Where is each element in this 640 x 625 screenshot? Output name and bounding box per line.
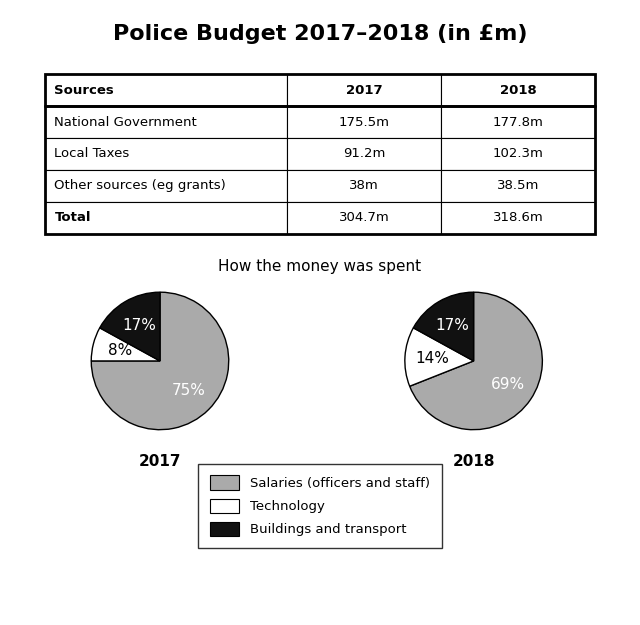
Bar [441,106,595,138]
Bar [287,170,441,202]
Text: Local Taxes: Local Taxes [54,148,130,161]
Text: 304.7m: 304.7m [339,211,389,224]
Text: Police Budget 2017–2018 (in £m): Police Budget 2017–2018 (in £m) [113,24,527,44]
Bar [287,202,441,234]
Text: 8%: 8% [108,343,132,358]
Bar [45,74,287,106]
Bar [287,138,441,170]
Text: 175.5m: 175.5m [339,116,390,129]
Text: 75%: 75% [172,382,206,398]
Text: 2018: 2018 [500,84,536,97]
Wedge shape [405,328,474,386]
Text: 38.5m: 38.5m [497,179,540,192]
Text: 38m: 38m [349,179,379,192]
Bar [287,106,441,138]
Bar [45,106,287,138]
Bar [45,170,287,202]
Text: 17%: 17% [436,318,470,333]
Text: How the money was spent: How the money was spent [218,259,422,274]
Wedge shape [413,292,474,361]
Text: 91.2m: 91.2m [343,148,385,161]
Bar [441,202,595,234]
Bar [441,138,595,170]
Text: Sources: Sources [54,84,114,97]
Bar [287,74,441,106]
Text: 2018: 2018 [452,454,495,469]
Bar [45,74,595,234]
Text: Other sources (eg grants): Other sources (eg grants) [54,179,226,192]
Legend: Salaries (officers and staff), Technology, Buildings and transport: Salaries (officers and staff), Technolog… [198,464,442,548]
Text: Total: Total [54,211,91,224]
Text: 2017: 2017 [346,84,382,97]
Bar [441,170,595,202]
Text: 318.6m: 318.6m [493,211,543,224]
Text: 177.8m: 177.8m [493,116,543,129]
Text: 69%: 69% [491,377,525,392]
Text: 2017: 2017 [139,454,181,469]
Wedge shape [410,292,542,429]
Text: National Government: National Government [54,116,197,129]
Text: 17%: 17% [122,318,156,333]
Bar [45,202,287,234]
Bar [441,74,595,106]
Wedge shape [100,292,160,361]
Wedge shape [92,292,228,429]
Text: 102.3m: 102.3m [493,148,543,161]
Bar [45,138,287,170]
Wedge shape [92,328,160,361]
Text: 14%: 14% [415,351,449,366]
